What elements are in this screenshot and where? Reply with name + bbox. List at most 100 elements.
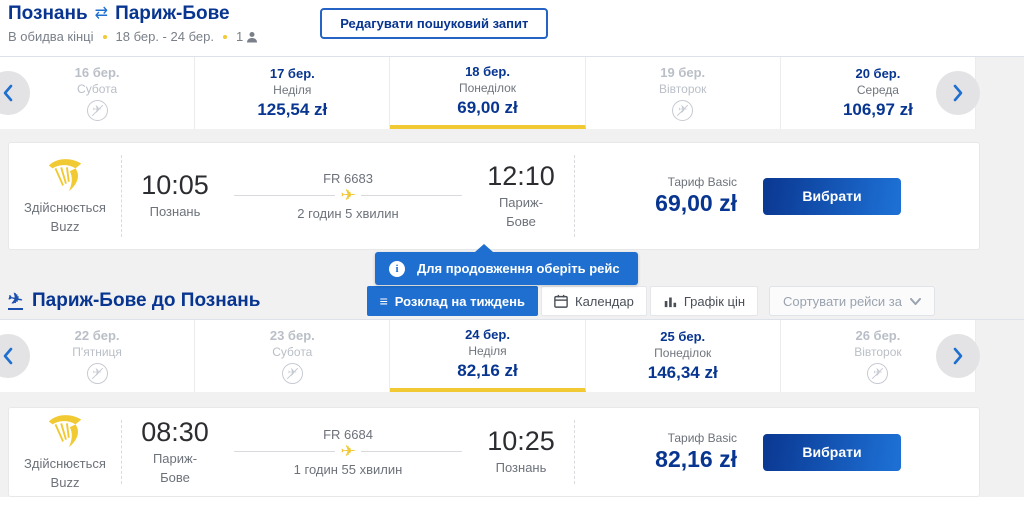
- flight-number: FR 6684: [323, 427, 373, 442]
- no-flight-icon: ✈: [86, 363, 108, 384]
- plane-landing-icon: ✈: [6, 289, 25, 310]
- sort-flights-dropdown[interactable]: Сортувати рейси за: [769, 286, 935, 316]
- plane-icon: ✈: [340, 443, 356, 460]
- chevron-down-icon: [910, 297, 921, 305]
- carousel-next-button[interactable]: [936, 71, 980, 115]
- info-icon: i: [389, 260, 405, 277]
- divider: [121, 155, 122, 237]
- passenger-count: 1: [235, 29, 244, 44]
- weekday-label: Неділя: [273, 83, 312, 97]
- fare-price: 82,16 zł: [655, 446, 737, 472]
- fare-column: Тариф Basic 69,00 zł: [575, 175, 763, 217]
- date-cell-16[interactable]: 16 бер. Субота ✈: [0, 57, 196, 129]
- date-label: 18 бер.: [465, 64, 510, 79]
- date-cell-24-selected[interactable]: 24 бер. Неділя 82,16 zł: [390, 320, 586, 392]
- date-cell-19[interactable]: 19 бер. Вівторок ✈: [585, 57, 781, 129]
- week-schedule-button[interactable]: ≡ Розклад на тиждень: [366, 286, 538, 316]
- arrival-time: 12:10: [487, 161, 555, 192]
- operator-label: Здійснюється Buzz: [24, 455, 106, 491]
- arrival-city: Париж-Бове: [498, 195, 544, 229]
- flight-duration: 2 годин 5 хвилин: [297, 206, 399, 221]
- operator-label: Здійснюється Buzz: [24, 199, 106, 235]
- view-toolbar: ≡ Розклад на тиждень Календар Графік цін…: [366, 286, 935, 316]
- date-cell-20[interactable]: 20 бер. Середа 106,97 zł: [780, 57, 977, 129]
- fare-type-label: Тариф Basic: [667, 175, 737, 189]
- date-price: 125,54 zł: [257, 100, 328, 119]
- date-cell-18-selected[interactable]: 18 бер. Понеділок 69,00 zł: [390, 57, 586, 129]
- divider: [121, 420, 122, 484]
- origin-city: Познань: [8, 3, 88, 24]
- weekday-label: Понеділок: [654, 346, 712, 360]
- fare-column: Тариф Basic 82,16 zł: [575, 431, 763, 473]
- select-flight-button[interactable]: Вибрати: [763, 433, 901, 471]
- arrival-column: 12:10 Париж-Бове: [468, 161, 574, 230]
- no-flight-icon: ✈: [86, 100, 108, 121]
- buzz-harp-logo-icon: [48, 414, 82, 447]
- flight-number: FR 6683: [323, 171, 373, 186]
- date-label: 24 бер.: [465, 327, 510, 342]
- date-label: 16 бер.: [74, 65, 120, 80]
- arrival-city: Познань: [495, 460, 547, 476]
- departure-time: 10:05: [141, 170, 209, 201]
- date-cell-26[interactable]: 26 бер. Вівторок ✈: [780, 320, 977, 392]
- date-price: 69,00 zł: [457, 98, 518, 117]
- price-graph-label: Графік цін: [683, 293, 746, 309]
- date-label: 20 бер.: [855, 66, 901, 81]
- date-price: 106,97 zł: [842, 100, 913, 119]
- separator-dot: [222, 34, 227, 39]
- departure-city: Париж-Бове: [152, 451, 198, 485]
- fare-price: 69,00 zł: [655, 190, 737, 216]
- fare-type-label: Тариф Basic: [667, 431, 737, 445]
- week-schedule-label: Розклад на тиждень: [394, 293, 525, 309]
- date-price: 146,34 zł: [647, 363, 718, 382]
- divider: [574, 420, 575, 484]
- calendar-button[interactable]: Календар: [541, 286, 647, 316]
- weekday-label: Субота: [272, 345, 313, 359]
- departure-column: 08:30 Париж-Бове: [122, 417, 228, 486]
- select-flight-button[interactable]: Вибрати: [763, 177, 901, 215]
- date-cell-25[interactable]: 25 бер. Понеділок 146,34 zł: [585, 320, 781, 392]
- return-date-carousel: 22 бер. П'ятниця ✈ 23 бер. Субота ✈ 24 б…: [0, 319, 1024, 392]
- date-label: 23 бер.: [269, 328, 315, 343]
- search-summary: Познань ⇄ Париж-Бове В обидва кінці 18 б…: [8, 3, 258, 44]
- return-route-label: Париж-Бове до Познань: [32, 290, 261, 311]
- route-column: FR 6683 ✈ 2 годин 5 хвилин: [228, 171, 468, 221]
- person-icon: [247, 31, 258, 42]
- tooltip-text: Для продовження оберіть рейс: [417, 261, 620, 276]
- operator-column: Здійснюється Buzz: [9, 156, 121, 237]
- departure-column: 10:05 Познань: [122, 170, 228, 221]
- select-flight-tooltip: i Для продовження оберіть рейс: [375, 244, 638, 285]
- chevron-right-icon: [953, 84, 963, 102]
- weekday-label: Вівторок: [659, 82, 707, 96]
- weekday-label: П'ятниця: [72, 345, 122, 359]
- buzz-harp-logo-icon: [48, 158, 82, 191]
- date-label: 17 бер.: [269, 66, 315, 81]
- return-section-title: ✈ Париж-Бове до Познань: [6, 289, 261, 312]
- carousel-next-button[interactable]: [936, 334, 980, 378]
- date-label: 25 бер.: [660, 329, 706, 344]
- date-range-label: 18 бер. - 24 бер.: [115, 29, 214, 44]
- route-line: ✈: [234, 188, 463, 203]
- date-cell-22[interactable]: 22 бер. П'ятниця ✈: [0, 320, 196, 392]
- date-cell-17[interactable]: 17 бер. Неділя 125,54 zł: [195, 57, 391, 129]
- edit-search-button[interactable]: Редагувати пошуковий запит: [320, 8, 549, 39]
- outbound-date-carousel: 16 бер. Субота ✈ 17 бер. Неділя 125,54 z…: [0, 56, 1024, 129]
- price-graph-button[interactable]: Графік цін: [649, 286, 759, 316]
- menu-icon: ≡: [379, 293, 388, 309]
- calendar-icon: [554, 294, 568, 308]
- calendar-label: Календар: [575, 293, 634, 309]
- departure-time: 08:30: [141, 417, 209, 448]
- weekday-label: Понеділок: [458, 81, 517, 95]
- bottom-strip: [0, 497, 1024, 506]
- chevron-right-icon: [953, 347, 963, 365]
- weekday-label: Неділя: [468, 344, 507, 358]
- chevron-left-icon: [3, 347, 13, 365]
- date-cell-23[interactable]: 23 бер. Субота ✈: [195, 320, 391, 392]
- outbound-flight-card: Здійснюється Buzz 10:05 Познань FR 6683 …: [8, 142, 980, 250]
- route-column: FR 6684 ✈ 1 годин 55 хвилин: [228, 427, 468, 477]
- date-label: 22 бер.: [74, 328, 120, 343]
- separator-dot: [102, 34, 107, 39]
- arrival-time: 10:25: [487, 426, 555, 457]
- divider: [574, 155, 575, 237]
- date-label: 19 бер.: [660, 65, 706, 80]
